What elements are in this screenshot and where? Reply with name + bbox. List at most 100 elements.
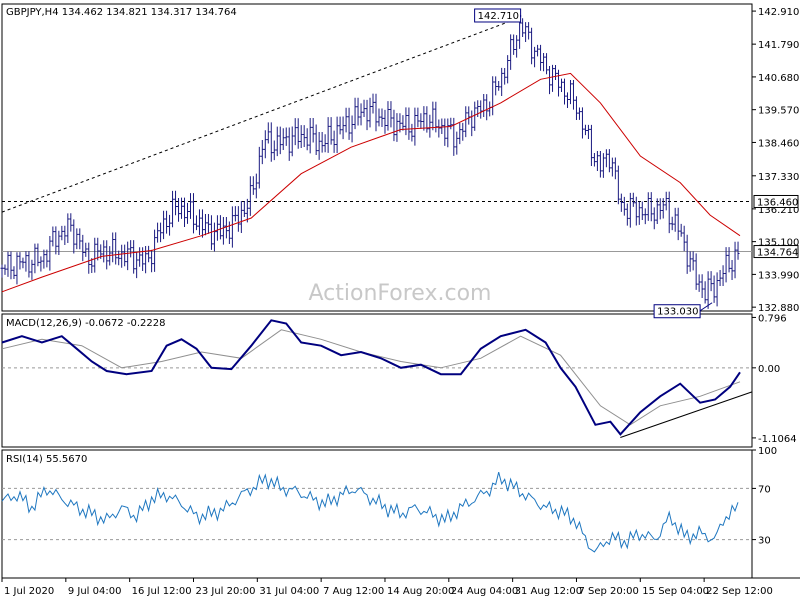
price-bar bbox=[260, 139, 264, 165]
price-bar bbox=[622, 196, 626, 216]
price-bar bbox=[6, 251, 10, 277]
price-bar bbox=[679, 223, 683, 237]
price-bar bbox=[548, 65, 552, 95]
price-bar bbox=[500, 67, 504, 97]
price-trendline bbox=[1, 16, 521, 213]
price-bar bbox=[278, 126, 282, 155]
rsi-line bbox=[1, 471, 739, 553]
price-bar bbox=[147, 245, 151, 263]
price-bar bbox=[718, 269, 722, 287]
price-bar bbox=[245, 198, 249, 223]
price-bar bbox=[473, 101, 477, 131]
panel-frame-0 bbox=[1, 3, 753, 312]
macd-y-tick-label: 0.796 bbox=[758, 313, 787, 324]
price-bar bbox=[251, 176, 255, 195]
price-bar bbox=[168, 214, 172, 236]
price-bar bbox=[27, 251, 31, 278]
price-y-tick-label: 138.460 bbox=[758, 138, 799, 149]
price-bar bbox=[545, 53, 549, 75]
price-bar bbox=[326, 117, 330, 153]
price-y-tick-label: 135.100 bbox=[758, 238, 799, 249]
price-bar bbox=[404, 107, 408, 136]
price-y-tick-label: 140.680 bbox=[758, 73, 799, 84]
price-bar bbox=[323, 134, 327, 153]
x-tick-label: 23 Jul 20:00 bbox=[195, 586, 255, 597]
price-bar bbox=[350, 115, 354, 143]
price-bar bbox=[703, 281, 707, 304]
price-bar bbox=[305, 128, 309, 151]
price-bar bbox=[503, 67, 507, 85]
price-bar bbox=[619, 193, 623, 212]
price-bar bbox=[284, 127, 288, 146]
price-bar bbox=[236, 206, 240, 232]
price-bar bbox=[230, 206, 234, 248]
price-bar bbox=[293, 118, 297, 146]
price-bar bbox=[126, 241, 130, 271]
price-bar bbox=[75, 228, 79, 250]
price-bar bbox=[613, 157, 617, 180]
price-bar bbox=[57, 230, 61, 256]
price-bar bbox=[138, 247, 142, 267]
x-tick-label: 9 Jul 04:00 bbox=[68, 586, 122, 597]
price-bar bbox=[194, 215, 198, 231]
price-bar bbox=[580, 107, 584, 139]
price-bar bbox=[539, 44, 543, 71]
price-bar bbox=[479, 100, 483, 119]
level-label-136.460: 136.460 bbox=[757, 197, 798, 208]
price-bar bbox=[637, 201, 641, 225]
price-bar bbox=[724, 247, 728, 283]
price-header: GBPJPY,H4 134.462 134.821 134.317 134.76… bbox=[6, 7, 237, 18]
callout-pointer bbox=[699, 302, 713, 312]
price-bar bbox=[174, 190, 178, 216]
price-bar bbox=[383, 109, 387, 134]
price-bar bbox=[257, 146, 261, 189]
price-y-tick-label: 136.210 bbox=[758, 205, 799, 216]
price-bar bbox=[565, 92, 569, 109]
price-bar bbox=[389, 101, 393, 128]
price-bar bbox=[233, 206, 237, 222]
price-bar bbox=[171, 190, 175, 228]
price-bar bbox=[102, 240, 106, 263]
price-bars bbox=[0, 18, 740, 309]
price-bar bbox=[248, 176, 252, 216]
price-bar bbox=[227, 221, 231, 244]
price-bar bbox=[416, 107, 420, 128]
x-tick-label: 7 Sep 20:00 bbox=[578, 586, 638, 597]
price-bar bbox=[586, 124, 590, 139]
price-bar bbox=[150, 249, 154, 273]
price-bar bbox=[482, 93, 486, 117]
price-bar bbox=[422, 106, 426, 131]
x-tick-label: 15 Sep 04:00 bbox=[642, 586, 709, 597]
price-bar bbox=[117, 250, 121, 266]
price-bar bbox=[688, 251, 692, 272]
price-bar bbox=[530, 27, 534, 65]
price-bar bbox=[272, 140, 276, 161]
price-bar bbox=[105, 240, 109, 270]
price-bar bbox=[42, 249, 46, 269]
price-bar bbox=[643, 208, 647, 225]
price-bar bbox=[347, 107, 351, 140]
price-bar bbox=[640, 201, 644, 221]
level-label-box bbox=[753, 245, 799, 259]
price-bar bbox=[694, 253, 698, 290]
rsi-y-tick-label: 100 bbox=[758, 446, 777, 457]
panel-frame-1 bbox=[1, 313, 753, 448]
price-bar bbox=[314, 124, 318, 155]
callout-label-142.710: 142.710 bbox=[478, 11, 519, 22]
price-bar bbox=[604, 149, 608, 168]
price-bar bbox=[646, 192, 650, 221]
rsi-y-tick-label: 30 bbox=[758, 536, 771, 547]
price-bar bbox=[308, 117, 312, 154]
price-bar bbox=[557, 69, 561, 97]
price-bar bbox=[239, 201, 243, 234]
price-bar bbox=[203, 214, 207, 236]
price-bar bbox=[120, 244, 124, 268]
price-bar bbox=[15, 252, 19, 285]
price-bar bbox=[440, 118, 444, 135]
price-bar bbox=[395, 113, 399, 142]
price-bar bbox=[359, 103, 363, 126]
price-bar bbox=[48, 235, 52, 271]
price-bar bbox=[129, 240, 133, 258]
price-bar bbox=[449, 117, 453, 130]
